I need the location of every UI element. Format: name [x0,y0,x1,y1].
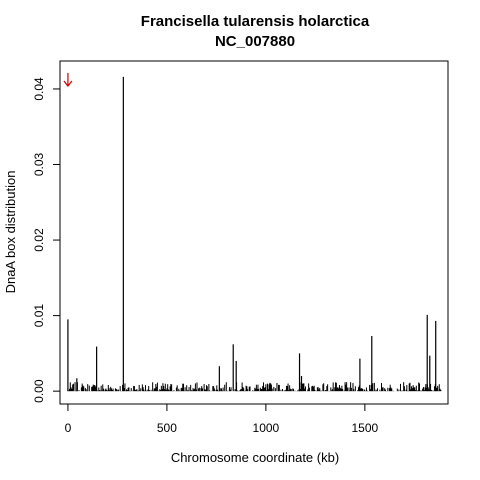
y-axis: 0.00 0.01 0.02 0.03 0.04 [32,77,61,403]
y-tick-label: 0.04 [32,77,46,101]
x-tick-label: 0 [65,421,72,435]
x-tick-label: 1500 [352,421,379,435]
data-bars [67,76,443,392]
y-axis-label: DnaA box distribution [3,171,18,294]
x-tick-label: 500 [157,421,177,435]
chart-subtitle: NC_007880 [215,33,295,50]
x-axis: 0 500 1000 1500 [65,403,379,435]
y-tick-label: 0.01 [32,304,46,328]
y-tick-label: 0.00 [32,379,46,403]
x-tick-label: 1000 [253,421,280,435]
y-tick-label: 0.03 [32,153,46,177]
origin-arrow-icon [63,73,73,87]
chart-title: Francisella tularensis holarctica [141,13,370,30]
x-axis-label: Chromosome coordinate (kb) [171,450,339,465]
y-tick-label: 0.02 [32,228,46,252]
plot-frame [59,60,449,405]
